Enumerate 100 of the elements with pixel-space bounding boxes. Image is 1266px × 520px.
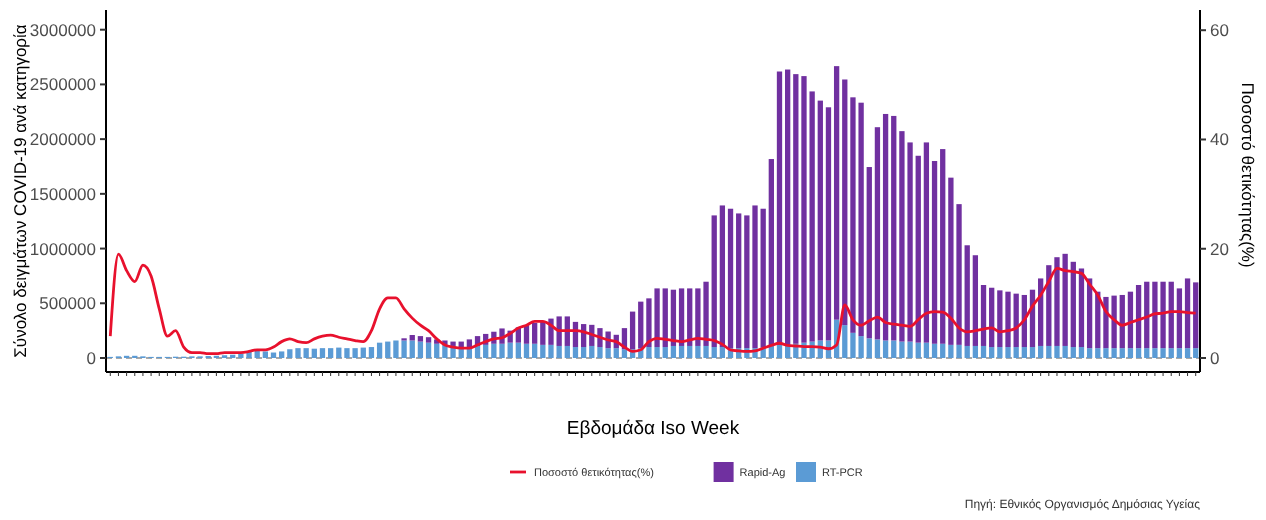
bar (866, 338, 872, 358)
bar (1062, 345, 1068, 358)
y-tick-label: 2000000 (29, 129, 97, 150)
bar (662, 288, 668, 348)
bar (785, 69, 791, 345)
bar (891, 115, 897, 341)
bar (556, 345, 562, 358)
bar (417, 341, 424, 358)
bar (572, 347, 579, 358)
bar (842, 325, 848, 358)
y-tick-label: 3000000 (29, 19, 97, 40)
bar (319, 348, 326, 358)
bar (580, 347, 587, 358)
bar (997, 290, 1003, 348)
bar (662, 347, 668, 358)
bar (776, 344, 783, 358)
bar (940, 149, 946, 344)
bar (687, 345, 693, 358)
bar (1193, 282, 1199, 349)
bar (597, 347, 603, 358)
bar (1005, 347, 1011, 358)
bar (1119, 348, 1125, 358)
bar (678, 288, 685, 346)
bar (1111, 348, 1117, 358)
bar (1103, 296, 1109, 349)
bar (311, 348, 317, 358)
bar (923, 342, 930, 358)
bar (540, 321, 546, 345)
bar (1135, 285, 1142, 349)
bar (1078, 347, 1085, 358)
bar (1038, 345, 1044, 358)
y2-axis-title: Ποσοστό θετικότητας(%) (1238, 82, 1258, 268)
bar (360, 347, 366, 358)
bar (1152, 348, 1158, 358)
bar (1193, 348, 1199, 358)
bar (646, 347, 652, 358)
bar (1054, 257, 1060, 346)
bar (1160, 281, 1166, 349)
bar (915, 342, 921, 358)
bar (1152, 281, 1158, 349)
bar (385, 341, 391, 358)
bar (1176, 348, 1183, 358)
bar (483, 344, 489, 358)
bar (409, 340, 415, 358)
bar (793, 74, 799, 344)
bar (948, 344, 954, 358)
bar (980, 345, 987, 358)
line-series (108, 252, 1198, 356)
bar (907, 341, 913, 358)
bar (1078, 268, 1085, 348)
bar (989, 287, 995, 348)
bar (1095, 348, 1101, 358)
bar (874, 339, 881, 358)
bar (654, 347, 660, 358)
y2-tick-label: 20 (1210, 238, 1230, 259)
bar (1046, 345, 1052, 358)
bar (654, 288, 660, 348)
bar (1144, 348, 1150, 358)
bar (344, 348, 350, 358)
bar (678, 345, 685, 358)
y-axis-title: Σύνολο δειγμάτων COVID-19 ανά κατηγορία (10, 24, 30, 358)
bar (417, 336, 424, 342)
bar (1029, 347, 1036, 358)
bar (931, 343, 938, 358)
y-tick-label: 500000 (39, 293, 97, 314)
bar (327, 348, 334, 358)
bar (776, 71, 783, 345)
bar (1103, 348, 1109, 358)
bar (425, 342, 432, 358)
bar (564, 345, 570, 358)
bar (336, 347, 342, 358)
bar (401, 340, 407, 358)
bar (605, 348, 611, 358)
bar (882, 340, 889, 358)
bar (956, 344, 962, 358)
bar (262, 351, 268, 358)
bar (940, 343, 946, 358)
bar (352, 348, 358, 358)
bar (719, 205, 726, 348)
bar (279, 351, 285, 358)
bar (532, 343, 538, 358)
bar (434, 343, 440, 358)
bar (621, 349, 628, 358)
bar (972, 345, 979, 358)
bar (393, 340, 399, 358)
bar (850, 332, 856, 358)
bar (1005, 291, 1011, 348)
bar (474, 345, 481, 358)
y-tick-label: 1500000 (29, 183, 97, 204)
bar (1070, 347, 1076, 358)
bar (736, 213, 742, 349)
bar (491, 343, 497, 358)
bar (287, 349, 293, 358)
bar (1062, 253, 1068, 346)
bar (295, 348, 301, 358)
bar (589, 345, 595, 358)
bar (670, 345, 677, 358)
bar (801, 76, 807, 343)
bar (687, 288, 693, 346)
bar (1111, 295, 1117, 349)
